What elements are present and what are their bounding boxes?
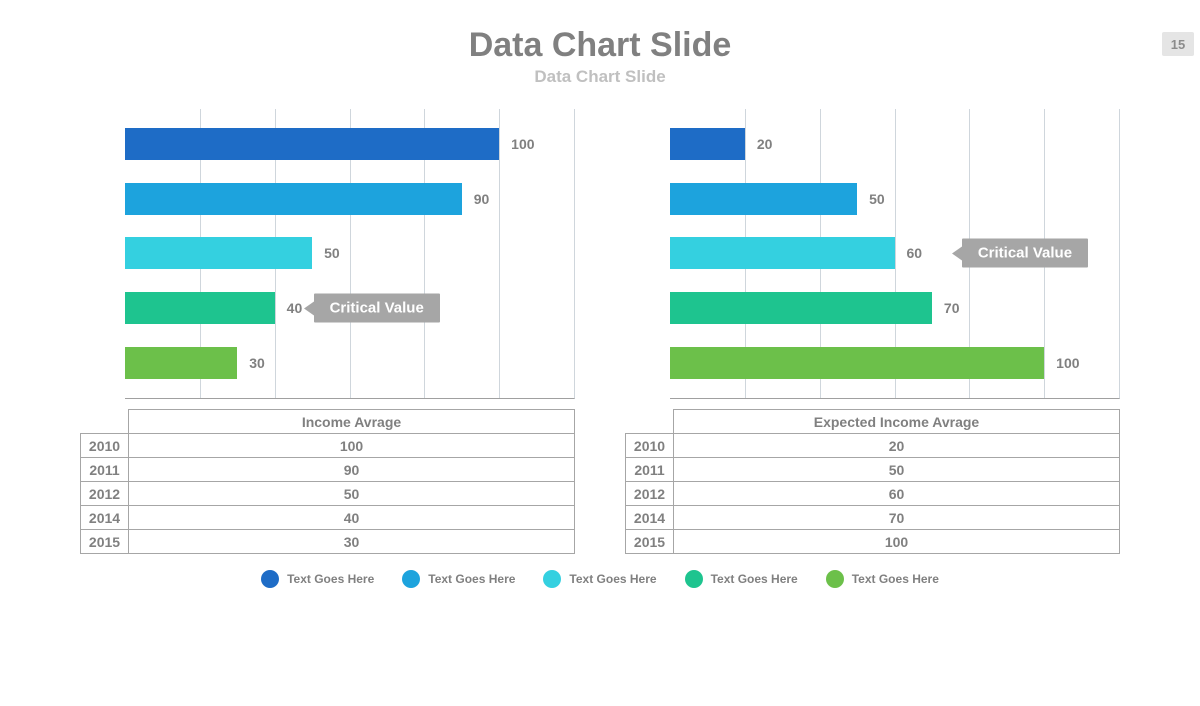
table-year-cell: 2011 bbox=[626, 458, 674, 482]
bar bbox=[670, 183, 857, 215]
bar bbox=[125, 292, 275, 324]
table-year-cell: 2015 bbox=[626, 530, 674, 554]
table-value-cell: 50 bbox=[129, 482, 575, 506]
bar-value-label: 70 bbox=[944, 300, 960, 316]
table-row: 201440 bbox=[81, 506, 575, 530]
table-row: 201150 bbox=[626, 458, 1120, 482]
legend-label: Text Goes Here bbox=[287, 572, 374, 586]
legend-item: Text Goes Here bbox=[261, 570, 374, 588]
legend-label: Text Goes Here bbox=[428, 572, 515, 586]
bar bbox=[670, 347, 1044, 379]
legend-dot-icon bbox=[826, 570, 844, 588]
bar bbox=[670, 128, 745, 160]
table-spacer bbox=[626, 410, 674, 434]
table-row: 2015100 bbox=[626, 530, 1120, 554]
table-value-cell: 60 bbox=[674, 482, 1120, 506]
table-row: 201530 bbox=[81, 530, 575, 554]
table-year-cell: 2012 bbox=[626, 482, 674, 506]
bar-value-label: 100 bbox=[511, 136, 534, 152]
chart-panels: 100905040Critical Value30Income Avrage20… bbox=[0, 109, 1200, 554]
data-table: Income Avrage201010020119020125020144020… bbox=[80, 409, 575, 554]
table-year-cell: 2014 bbox=[626, 506, 674, 530]
table-row: 201260 bbox=[626, 482, 1120, 506]
bar bbox=[125, 183, 462, 215]
bar-value-label: 40 bbox=[287, 300, 303, 316]
table-value-cell: 90 bbox=[129, 458, 575, 482]
bar-value-label: 60 bbox=[907, 245, 923, 261]
table-value-cell: 30 bbox=[129, 530, 575, 554]
chart-frame: 20 50 60 Critical Value 70 100 bbox=[670, 109, 1120, 399]
table-title: Income Avrage bbox=[129, 410, 575, 434]
bars-container: 20 50 60 Critical Value 70 100 bbox=[670, 109, 1119, 398]
table-year-cell: 2010 bbox=[626, 434, 674, 458]
bar-row: 50 bbox=[125, 232, 574, 274]
slide-subtitle: Data Chart Slide bbox=[0, 67, 1200, 87]
table-value-cell: 40 bbox=[129, 506, 575, 530]
critical-value-callout: Critical Value bbox=[314, 294, 440, 323]
chart-frame: 100 90 50 40 Critical Value 30 bbox=[125, 109, 575, 399]
bar-row: 20 bbox=[670, 123, 1119, 165]
legend-item: Text Goes Here bbox=[685, 570, 798, 588]
table-title: Expected Income Avrage bbox=[674, 410, 1120, 434]
bar-row: 50 bbox=[670, 178, 1119, 220]
bar bbox=[125, 237, 312, 269]
table-row: 201250 bbox=[81, 482, 575, 506]
bar-row: 100 bbox=[125, 123, 574, 165]
bar bbox=[670, 237, 895, 269]
table-year-cell: 2015 bbox=[81, 530, 129, 554]
slide-title: Data Chart Slide bbox=[0, 26, 1200, 65]
legend-dot-icon bbox=[685, 570, 703, 588]
legend-label: Text Goes Here bbox=[711, 572, 798, 586]
table-row: 201470 bbox=[626, 506, 1120, 530]
income-panel: 100905040Critical Value30Income Avrage20… bbox=[80, 109, 575, 554]
critical-value-callout: Critical Value bbox=[962, 239, 1088, 268]
table-row: 2010100 bbox=[81, 434, 575, 458]
bar-value-label: 100 bbox=[1056, 355, 1079, 371]
bar bbox=[670, 292, 932, 324]
bar-row: 30 bbox=[125, 342, 574, 384]
bar-value-label: 50 bbox=[869, 191, 885, 207]
legend-dot-icon bbox=[543, 570, 561, 588]
table-year-cell: 2010 bbox=[81, 434, 129, 458]
page-number-badge: 15 bbox=[1162, 32, 1194, 56]
table-row: 201190 bbox=[81, 458, 575, 482]
bar bbox=[125, 347, 237, 379]
bar-value-label: 30 bbox=[249, 355, 265, 371]
bar-value-label: 90 bbox=[474, 191, 490, 207]
table-year-cell: 2011 bbox=[81, 458, 129, 482]
table-value-cell: 100 bbox=[129, 434, 575, 458]
bar-row: 90 bbox=[125, 178, 574, 220]
legend-label: Text Goes Here bbox=[569, 572, 656, 586]
table-row: 201020 bbox=[626, 434, 1120, 458]
gridline bbox=[574, 109, 575, 398]
table-value-cell: 50 bbox=[674, 458, 1120, 482]
legend-item: Text Goes Here bbox=[826, 570, 939, 588]
table-spacer bbox=[81, 410, 129, 434]
legend-item: Text Goes Here bbox=[402, 570, 515, 588]
table-year-cell: 2014 bbox=[81, 506, 129, 530]
bar-row: 70 bbox=[670, 287, 1119, 329]
table-value-cell: 100 bbox=[674, 530, 1120, 554]
bar-row: 100 bbox=[670, 342, 1119, 384]
legend-item: Text Goes Here bbox=[543, 570, 656, 588]
bars-container: 100 90 50 40 Critical Value 30 bbox=[125, 109, 574, 398]
bar-value-label: 50 bbox=[324, 245, 340, 261]
legend-dot-icon bbox=[402, 570, 420, 588]
legend: Text Goes Here Text Goes Here Text Goes He… bbox=[0, 570, 1200, 588]
legend-label: Text Goes Here bbox=[852, 572, 939, 586]
legend-dot-icon bbox=[261, 570, 279, 588]
bar bbox=[125, 128, 499, 160]
expected-income-panel: 205060Critical Value70100Expected Income… bbox=[625, 109, 1120, 554]
bar-row: 60 Critical Value bbox=[670, 232, 1119, 274]
bar-value-label: 20 bbox=[757, 136, 773, 152]
table-value-cell: 70 bbox=[674, 506, 1120, 530]
data-table: Expected Income Avrage201020201150201260… bbox=[625, 409, 1120, 554]
bar-row: 40 Critical Value bbox=[125, 287, 574, 329]
table-value-cell: 20 bbox=[674, 434, 1120, 458]
gridline bbox=[1119, 109, 1120, 398]
table-year-cell: 2012 bbox=[81, 482, 129, 506]
